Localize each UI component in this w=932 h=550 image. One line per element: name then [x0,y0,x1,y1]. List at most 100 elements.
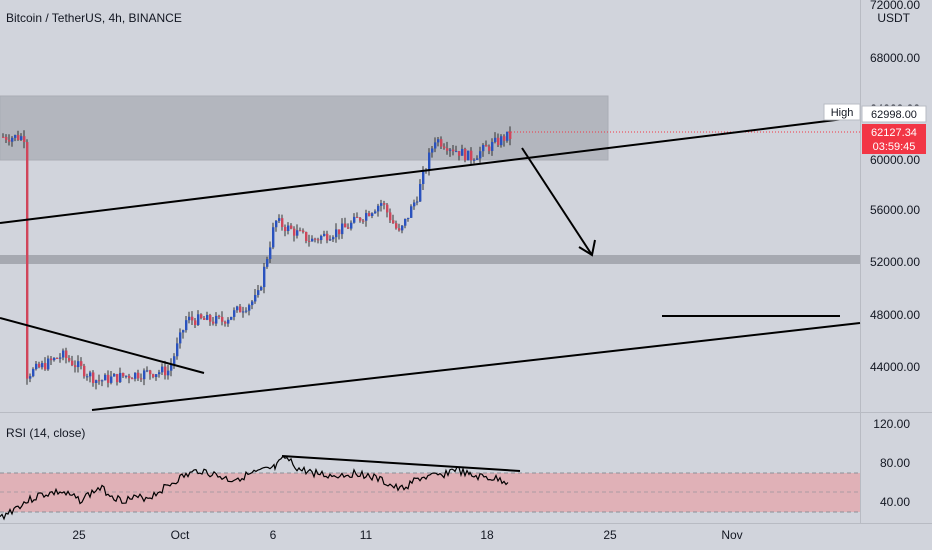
candle-body [470,150,473,161]
candle-body [308,240,311,242]
candle-body [44,363,47,370]
candle-body [59,357,62,359]
candle-body [509,131,512,140]
candle-body [383,203,386,205]
time-tick: 6 [270,528,277,542]
candle-body [404,218,407,226]
candle-body [434,142,437,149]
candle-body [104,374,107,381]
candle-body [38,363,41,368]
lower-trendline[interactable] [91,322,861,411]
candle-body [464,148,467,161]
candle-body [299,230,302,232]
time-tick: 25 [603,528,617,542]
candle-body [398,228,401,231]
candle-body [140,378,143,380]
candle-body [20,136,23,140]
candle-body [392,220,395,224]
last-price-badge [862,124,926,154]
support-zone[interactable] [0,255,860,264]
candle-body [254,294,257,302]
upper-trendline[interactable] [0,116,861,224]
candle-body [227,319,230,324]
candle-body [122,372,125,377]
candle-body [491,141,494,151]
forecast-arrow[interactable] [521,147,593,256]
high-tag[interactable] [823,103,861,121]
candle-body [401,225,404,231]
candle-body [242,311,245,313]
candle-body [161,366,164,373]
candle-body [74,365,77,368]
candle-body [203,318,206,320]
currency-label: USDT [877,11,910,25]
candle-body [251,301,254,306]
descending-trendline[interactable] [0,317,205,374]
price-tick: 68000.00 [870,51,920,65]
candle-body [497,137,500,146]
candle-body [503,136,506,141]
candle-body [41,363,44,368]
time-tick: Nov [721,528,742,542]
candle-body [182,330,185,333]
candle-body [137,372,140,379]
candle-body [272,227,275,248]
candle-body [290,225,293,229]
candle-body [62,350,65,358]
time-tick: 18 [480,528,494,542]
candle-body [266,259,269,267]
candle-body [482,145,485,152]
candle-body [356,216,359,218]
candle-body [344,223,347,228]
price-tick: 48000.00 [870,308,920,322]
candle-body [218,315,221,317]
candle-body [335,229,338,238]
candle-body [494,137,497,142]
candle-body [296,230,299,236]
candle-body [377,205,380,212]
candle-body [281,218,284,227]
candle-body [326,233,329,241]
candle-body [179,332,182,344]
candle-body [11,137,14,142]
price-tick: 52000.00 [870,255,920,269]
candle-body [14,135,17,138]
candle-body [422,171,425,185]
candle-body [269,247,272,260]
candle-body [320,235,323,241]
candle-body [263,266,266,288]
price-pane[interactable] [0,0,860,412]
candle-body [239,306,242,313]
candle-body [473,159,476,161]
candle-body [353,216,356,223]
candle-body [32,369,35,377]
candle-body [146,370,149,372]
candle-body [110,376,113,383]
high-value-badge [861,105,927,123]
time-tick: 25 [72,528,86,542]
price-tick: 44000.00 [870,360,920,374]
candles-group [2,126,512,390]
rsi-divergence-line[interactable] [281,455,521,472]
candle-body [131,378,134,380]
candle-body [80,361,83,366]
candle-body [29,376,32,379]
candle-body [395,223,398,229]
candle-body [116,374,119,383]
candle-body [17,135,20,140]
candle-body [209,315,212,322]
candle-body [86,376,89,378]
symbol-title: Bitcoin / TetherUS, 4h, BINANCE [6,11,182,25]
candle-body [248,305,251,311]
supply-zone[interactable] [0,95,609,161]
candle-body [194,320,197,326]
rsi-title: RSI (14, close) [6,426,85,440]
candle-body [215,315,218,324]
forecast-arrow-head [578,239,596,257]
candle-body [197,314,200,326]
candle-body [455,151,458,153]
candle-body [380,203,383,206]
candle-body [155,374,158,378]
